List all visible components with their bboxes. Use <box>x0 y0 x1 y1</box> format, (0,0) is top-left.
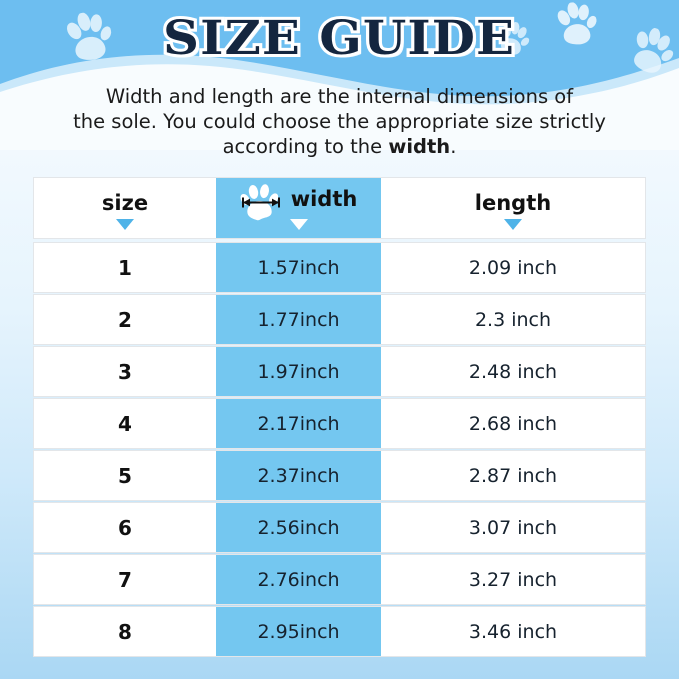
cell-width: 1.97inch <box>216 347 381 396</box>
subtitle-line-3-prefix: according to the <box>222 135 389 158</box>
cell-size: 5 <box>34 451 216 500</box>
length-value: 2.87 inch <box>468 464 558 487</box>
cell-size: 7 <box>34 555 216 604</box>
size-value: 5 <box>118 463 132 488</box>
cell-length: 3.46 inch <box>381 607 645 656</box>
cell-size: 1 <box>34 243 216 292</box>
page-title-wrap: SIZE GUIDE <box>0 8 679 69</box>
size-value: 1 <box>118 255 132 280</box>
cell-length: 2.87 inch <box>381 451 645 500</box>
size-value: 3 <box>118 359 132 384</box>
cell-width: 1.57inch <box>216 243 381 292</box>
table-row[interactable]: 4 2.17inch 2.68 inch <box>33 398 646 449</box>
size-value: 6 <box>118 515 132 540</box>
paw-print-top-right-mid <box>553 0 600 51</box>
cell-width: 1.77inch <box>216 295 381 344</box>
table-body: 1 1.57inch 2.09 inch 2 1.77inch 2.3 inch 3 1.97… <box>33 242 646 657</box>
header-banner: SIZE GUIDE <box>0 0 679 150</box>
paw-print-top-right-far <box>624 23 679 81</box>
subtitle-line-3-suffix: . <box>450 135 457 158</box>
cell-width: 2.17inch <box>216 399 381 448</box>
length-value: 3.46 inch <box>468 620 558 643</box>
length-value: 2.3 inch <box>474 308 552 331</box>
sort-triangle-width-icon <box>289 219 308 230</box>
cell-length: 3.07 inch <box>381 503 645 552</box>
width-value: 1.77inch <box>257 308 340 331</box>
header-cell-size: size <box>34 178 216 238</box>
size-value: 8 <box>118 619 132 644</box>
cell-size: 4 <box>34 399 216 448</box>
subtitle-line-3: according to the width. <box>40 134 640 159</box>
header-label-width: width <box>290 187 358 211</box>
table-row[interactable]: 1 1.57inch 2.09 inch <box>33 242 646 293</box>
size-value: 2 <box>118 307 132 332</box>
width-value: 2.95inch <box>257 620 340 643</box>
header-width-group: width <box>240 184 358 224</box>
cell-size: 3 <box>34 347 216 396</box>
length-value: 3.07 inch <box>468 516 558 539</box>
cell-size: 6 <box>34 503 216 552</box>
table-row[interactable]: 6 2.56inch 3.07 inch <box>33 502 646 553</box>
size-value: 7 <box>118 567 132 592</box>
header-label-size: size <box>101 191 149 215</box>
subtitle-line-1: Width and length are the internal dimens… <box>105 85 574 108</box>
cell-width: 2.95inch <box>216 607 381 656</box>
table-row[interactable]: 5 2.37inch 2.87 inch <box>33 450 646 501</box>
page-title: SIZE GUIDE <box>160 8 517 69</box>
paw-print-top-right-small <box>494 19 533 60</box>
table-row[interactable]: 8 2.95inch 3.46 inch <box>33 606 646 657</box>
length-value: 2.68 inch <box>468 412 558 435</box>
paw-print-top-left <box>61 8 117 68</box>
table-row[interactable]: 3 1.97inch 2.48 inch <box>33 346 646 397</box>
header-cell-width: width <box>216 178 381 238</box>
length-value: 2.48 inch <box>468 360 558 383</box>
subtitle-line-2: the sole. You could choose the appropria… <box>73 110 606 133</box>
size-guide-table: size <box>33 177 646 658</box>
cell-length: 2.3 inch <box>381 295 645 344</box>
length-value: 2.09 inch <box>468 256 558 279</box>
cell-length: 3.27 inch <box>381 555 645 604</box>
size-value: 4 <box>118 411 132 436</box>
table-row[interactable]: 7 2.76inch 3.27 inch <box>33 554 646 605</box>
width-value: 2.56inch <box>257 516 340 539</box>
cell-width: 2.56inch <box>216 503 381 552</box>
table-header-row: size <box>33 177 646 239</box>
banner-wave-divider <box>0 54 679 150</box>
width-value: 2.17inch <box>257 412 340 435</box>
cell-size: 8 <box>34 607 216 656</box>
cell-length: 2.09 inch <box>381 243 645 292</box>
cell-length: 2.68 inch <box>381 399 645 448</box>
cell-length: 2.48 inch <box>381 347 645 396</box>
sort-triangle-size-icon <box>116 219 134 230</box>
width-value: 2.76inch <box>257 568 340 591</box>
header-label-length: length <box>474 191 552 215</box>
cell-width: 2.76inch <box>216 555 381 604</box>
cell-size: 2 <box>34 295 216 344</box>
paw-width-measure-icon <box>240 184 284 224</box>
width-value: 2.37inch <box>257 464 340 487</box>
cell-width: 2.37inch <box>216 451 381 500</box>
subtitle: Width and length are the internal dimens… <box>40 84 640 159</box>
table-row[interactable]: 2 1.77inch 2.3 inch <box>33 294 646 345</box>
header-cell-length: length <box>381 178 645 238</box>
sort-triangle-length-icon <box>504 219 522 230</box>
width-value: 1.97inch <box>257 360 340 383</box>
subtitle-width-emphasis: width <box>388 135 451 158</box>
length-value: 3.27 inch <box>468 568 558 591</box>
width-value: 1.57inch <box>257 256 340 279</box>
